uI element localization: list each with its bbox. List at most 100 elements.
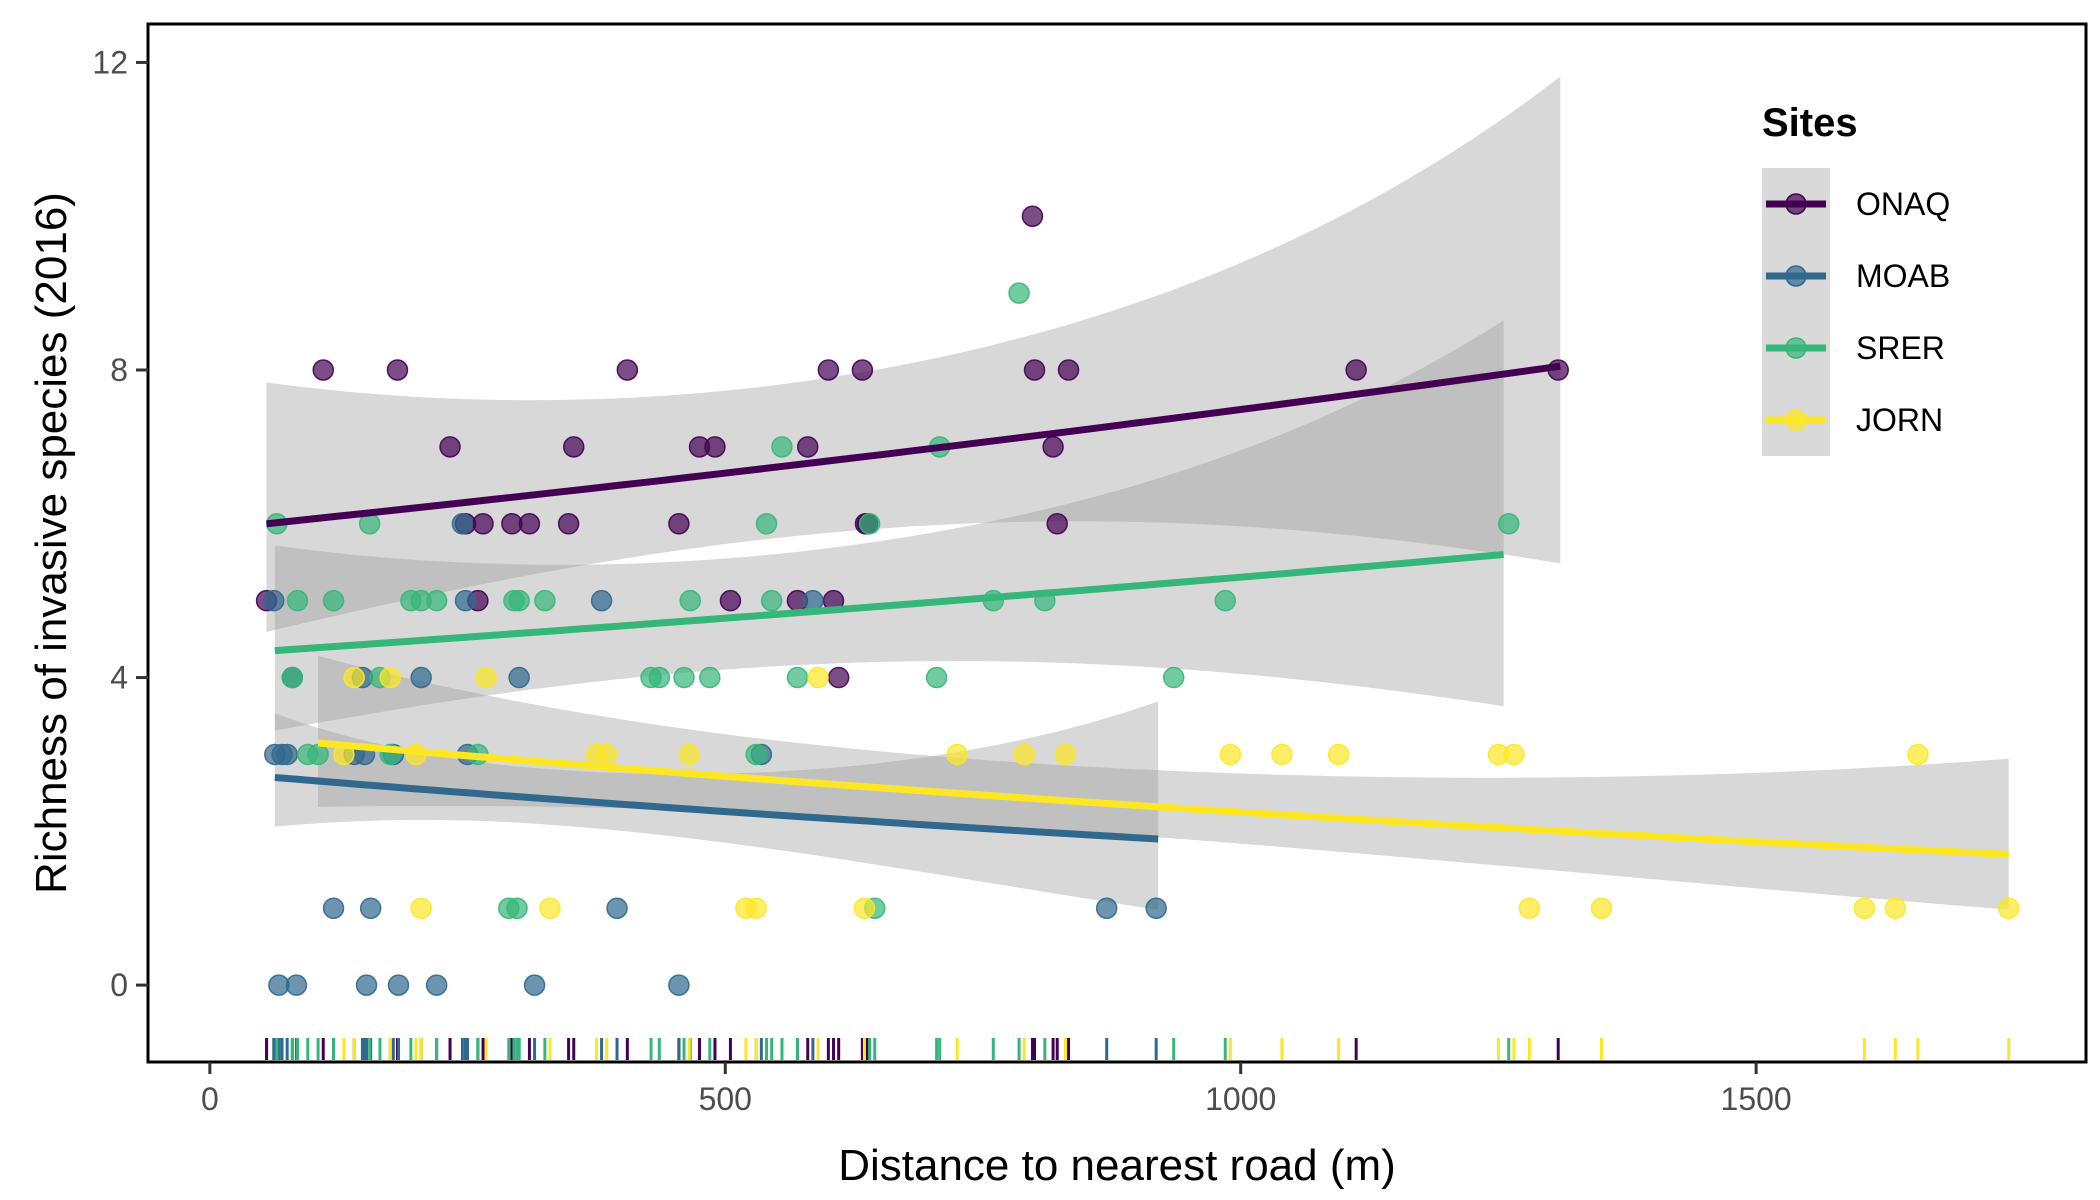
data-point-jorn <box>539 897 561 919</box>
data-point-jorn <box>745 897 767 919</box>
fit-lines <box>266 362 2009 858</box>
data-point-jorn <box>1884 897 1907 919</box>
data-point-moab <box>451 513 474 535</box>
data-points <box>255 205 2020 996</box>
legend-marker-moab <box>1785 265 1807 287</box>
legend-key-background <box>1762 168 1830 456</box>
data-point-jorn <box>1054 743 1077 766</box>
data-point-onaq <box>851 359 874 381</box>
data-point-onaq <box>719 589 742 612</box>
data-point-onaq <box>386 359 409 381</box>
data-point-moab <box>454 589 477 612</box>
data-point-srer <box>755 513 778 535</box>
confidence-band-moab <box>274 701 1159 910</box>
data-point-jorn <box>410 897 432 919</box>
data-point-srer <box>286 589 309 612</box>
data-point-moab <box>276 743 298 766</box>
data-point-moab <box>359 897 382 919</box>
data-point-srer <box>425 589 448 612</box>
data-point-jorn <box>379 666 401 689</box>
data-point-onaq <box>472 513 494 535</box>
data-point-srer <box>699 666 721 689</box>
data-point-moab <box>1145 897 1167 919</box>
data-point-srer <box>858 513 881 535</box>
legend: Sites ONAQ MOAB SRER JORN <box>1762 101 1950 456</box>
data-point-moab <box>523 974 546 996</box>
data-point-moab <box>606 897 628 919</box>
legend-marker-srer <box>1785 337 1807 359</box>
data-point-moab <box>387 974 410 996</box>
data-point-jorn <box>1907 743 1929 766</box>
x-tick-label: 1000 <box>1205 1081 1276 1117</box>
data-point-jorn <box>853 897 876 919</box>
legend-marker-jorn <box>1785 409 1807 431</box>
confidence-band-onaq <box>266 76 1561 633</box>
data-point-onaq <box>616 359 639 381</box>
data-point-moab <box>355 974 378 996</box>
plot-panel-border <box>146 22 2088 1064</box>
axes: 0 500 1000 1500 0 4 8 12 <box>92 44 1791 1117</box>
data-point-jorn <box>1013 743 1035 766</box>
data-point-onaq <box>518 513 541 535</box>
x-tick-label: 500 <box>699 1081 752 1117</box>
data-point-moab <box>410 666 432 689</box>
data-point-onaq <box>1046 513 1068 535</box>
legend-label-moab: MOAB <box>1856 258 1950 294</box>
data-point-onaq <box>1021 205 1044 227</box>
data-point-srer <box>534 589 556 612</box>
data-point-onaq <box>817 359 840 381</box>
data-point-srer <box>1008 282 1030 304</box>
data-point-srer <box>508 589 530 612</box>
data-point-srer <box>925 666 948 689</box>
x-tick-label: 1500 <box>1721 1081 1792 1117</box>
data-point-srer <box>1497 513 1520 535</box>
data-point-srer <box>673 666 695 689</box>
data-point-onaq <box>704 436 726 458</box>
data-point-jorn <box>595 743 618 766</box>
data-point-onaq <box>557 513 580 535</box>
data-point-srer <box>1214 589 1236 612</box>
data-point-jorn <box>1327 743 1350 766</box>
data-point-onaq <box>1345 359 1367 381</box>
legend-marker-onaq <box>1785 193 1807 215</box>
data-point-jorn <box>1518 897 1541 919</box>
data-point-moab <box>668 974 690 996</box>
data-point-jorn <box>1503 743 1525 766</box>
data-point-srer <box>322 589 345 612</box>
data-point-jorn <box>1590 897 1613 919</box>
data-point-srer <box>506 897 528 919</box>
data-point-onaq <box>827 666 850 689</box>
fit-line-jorn <box>317 739 2009 858</box>
data-point-onaq <box>1042 436 1064 458</box>
data-point-srer <box>786 666 809 689</box>
data-point-srer <box>771 436 793 458</box>
data-point-srer <box>307 743 329 766</box>
data-point-onaq <box>1023 359 1046 381</box>
data-point-srer <box>1162 666 1185 689</box>
data-point-onaq <box>668 513 690 535</box>
data-point-onaq <box>562 436 585 458</box>
y-axis-title: Richness of invasive species (2016) <box>27 192 76 894</box>
data-point-srer <box>648 666 671 689</box>
y-tick-label: 0 <box>110 967 128 1003</box>
data-point-jorn <box>1271 743 1293 766</box>
data-point-jorn <box>343 666 365 689</box>
data-point-jorn <box>1853 897 1876 919</box>
data-point-srer <box>745 743 767 766</box>
legend-label-srer: SRER <box>1856 330 1945 366</box>
data-point-moab <box>1095 897 1118 919</box>
data-point-jorn <box>1997 897 2020 919</box>
fit-line-moab <box>274 774 1159 843</box>
data-point-moab <box>322 897 345 919</box>
data-point-moab <box>508 666 530 689</box>
data-point-jorn <box>678 743 700 766</box>
data-point-onaq <box>1057 359 1080 381</box>
y-tick-label: 8 <box>110 352 128 388</box>
data-point-jorn <box>807 666 829 689</box>
fit-line-onaq <box>266 362 1561 528</box>
data-point-moab <box>425 974 448 996</box>
data-point-srer <box>679 589 701 612</box>
x-axis-title: Distance to nearest road (m) <box>838 1141 1396 1190</box>
